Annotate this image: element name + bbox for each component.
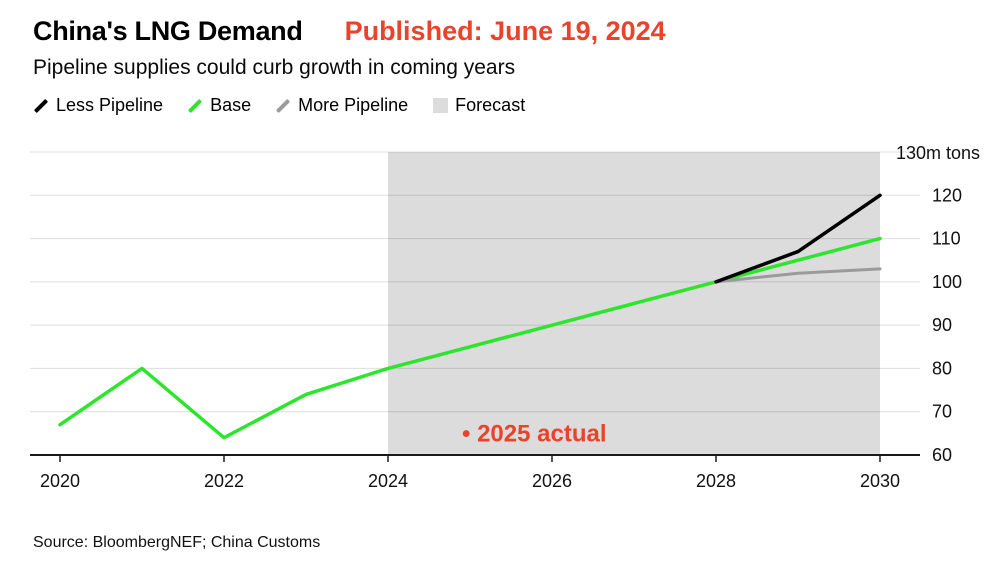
- x-tick-label-2030: 2030: [860, 471, 900, 491]
- base-line-icon: [187, 98, 203, 114]
- y-tick-label-70: 70: [932, 402, 952, 422]
- base-swatch: [188, 98, 203, 113]
- forecast-swatch: [432, 98, 448, 113]
- legend-item-forecast: Forecast: [432, 95, 525, 116]
- chart-title: China's LNG Demand: [33, 16, 303, 46]
- x-tick-label-2020: 2020: [40, 471, 80, 491]
- x-tick-label-2024: 2024: [368, 471, 408, 491]
- legend-item-less-pipeline: Less Pipeline: [33, 95, 163, 116]
- published-date: Published: June 19, 2024: [344, 16, 666, 46]
- chart-subtitle: Pipeline supplies could curb growth in c…: [33, 56, 516, 79]
- series-line-base: [58, 236, 882, 440]
- y-tick-label-110: 110: [932, 229, 961, 249]
- y-tick-label-90: 90: [932, 315, 952, 335]
- annotation-2025-actual: • 2025 actual: [462, 420, 607, 447]
- forecast-box-icon: [432, 98, 448, 114]
- x-tick-label-2026: 2026: [532, 471, 572, 491]
- legend: Less Pipeline Base More Pipeline Forecas…: [33, 95, 980, 116]
- legend-label-more-pipeline: More Pipeline: [298, 95, 409, 115]
- x-tick-label-2028: 2028: [696, 471, 736, 491]
- series-line-less-pipeline: [714, 193, 882, 284]
- legend-item-base: Base: [187, 95, 251, 116]
- title-row: China's LNG Demand Published: June 19, 2…: [33, 16, 980, 47]
- y-tick-label-60: 60: [932, 445, 952, 465]
- legend-label-base: Base: [210, 95, 252, 115]
- less-pipeline-swatch: [33, 98, 49, 113]
- source-credit: Source: BloombergNEF; China Customs: [33, 534, 321, 551]
- legend-label-less-pipeline: Less Pipeline: [56, 95, 164, 115]
- y-tick-label-80: 80: [932, 358, 952, 378]
- y-axis-unit-label: 130m tons: [896, 143, 980, 163]
- more-pipeline-swatch: [276, 98, 291, 113]
- less-pipeline-line-icon: [33, 98, 49, 114]
- legend-label-forecast: Forecast: [455, 95, 526, 115]
- y-tick-label-120: 120: [932, 185, 962, 205]
- chart-header: China's LNG Demand Published: June 19, 2…: [33, 16, 980, 116]
- legend-item-more-pipeline: More Pipeline: [275, 95, 408, 116]
- series-line-more-pipeline: [714, 267, 882, 284]
- x-tick-label-2022: 2022: [204, 471, 244, 491]
- more-pipeline-line-icon: [275, 98, 291, 114]
- y-tick-label-100: 100: [932, 272, 962, 292]
